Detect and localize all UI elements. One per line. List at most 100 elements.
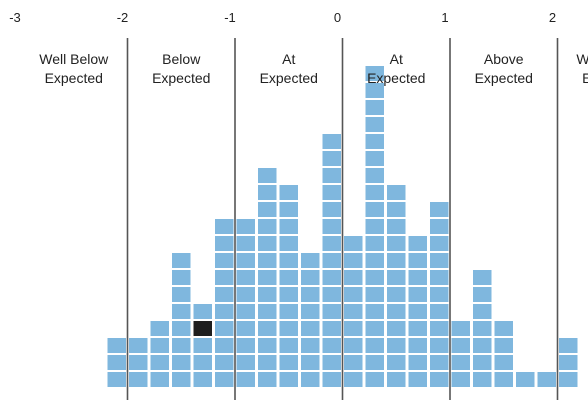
histogram-square [407,269,428,286]
histogram-square [407,252,428,269]
histogram-square [278,303,299,320]
histogram-square [343,269,364,286]
band-label-line2: Expected [475,70,533,86]
histogram-square [386,252,407,269]
histogram-square [558,337,579,354]
histogram-square [321,218,342,235]
histogram-square [429,269,450,286]
histogram-square [106,337,127,354]
histogram-square [300,371,321,388]
histogram-square [300,286,321,303]
histogram-square [364,184,385,201]
histogram-square [493,320,514,337]
histogram-square [364,167,385,184]
histogram-square [300,269,321,286]
histogram-square [472,354,493,371]
histogram-square [235,320,256,337]
band-label-line1: Well Above [576,51,588,67]
histogram-square [450,337,471,354]
histogram-square [407,337,428,354]
histogram-square [536,371,557,388]
histogram-square [192,337,213,354]
histogram-square [171,320,192,337]
histogram-square [364,354,385,371]
histogram-square [386,286,407,303]
x-tick-label: 1 [441,10,448,25]
histogram-square [171,252,192,269]
histogram-square [386,371,407,388]
histogram-square [300,337,321,354]
histogram-square [235,354,256,371]
histogram-square [429,201,450,218]
histogram-square [429,354,450,371]
histogram-square [278,201,299,218]
x-tick-label: 0 [334,10,341,25]
histogram-square [493,337,514,354]
histogram-square [558,354,579,371]
histogram-square [149,337,170,354]
histogram-square [214,371,235,388]
histogram-square [257,303,278,320]
histogram-square [450,320,471,337]
band-label-line2: Expected [45,70,103,86]
histogram-square [235,235,256,252]
histogram-square [386,184,407,201]
histogram-square [364,252,385,269]
band-label-line2: Expected [582,70,588,86]
histogram-square [257,167,278,184]
histogram-square [192,354,213,371]
histogram-square [343,354,364,371]
histogram-square [364,371,385,388]
histogram-square [321,150,342,167]
x-tick-label: -1 [224,10,236,25]
band-label-line1: At [282,51,295,67]
histogram-square [364,337,385,354]
histogram-square [472,320,493,337]
histogram-square [472,337,493,354]
histogram-square [278,371,299,388]
histogram-square [429,218,450,235]
histogram-square [300,320,321,337]
histogram-square [214,337,235,354]
histogram-square [192,303,213,320]
histogram-square [558,371,579,388]
histogram-square [343,252,364,269]
histogram-square [106,354,127,371]
histogram-square [171,286,192,303]
histogram-square [472,286,493,303]
histogram-square [321,337,342,354]
histogram-square [300,354,321,371]
histogram-square [493,371,514,388]
histogram-square [364,99,385,116]
histogram-square [429,286,450,303]
histogram-square [450,371,471,388]
histogram-square [235,286,256,303]
histogram-square [257,320,278,337]
histogram-square [321,286,342,303]
histogram-square [386,235,407,252]
histogram-square [386,354,407,371]
histogram-square [192,371,213,388]
histogram-square [407,303,428,320]
histogram-square [364,82,385,99]
histogram-square [278,252,299,269]
band-label-line1: At [390,51,403,67]
histogram-square [407,235,428,252]
histogram-square [257,201,278,218]
histogram-square [257,235,278,252]
histogram-square [257,252,278,269]
histogram-square [214,320,235,337]
histogram-square [364,235,385,252]
histogram-square [257,269,278,286]
histogram-square [257,286,278,303]
histogram-square [493,354,514,371]
histogram-square [278,286,299,303]
histogram-square [214,303,235,320]
histogram-square [300,303,321,320]
histogram-square [429,252,450,269]
histogram-square [321,354,342,371]
histogram-square [321,184,342,201]
histogram-square [321,201,342,218]
histogram-square [321,235,342,252]
histogram-square [343,337,364,354]
